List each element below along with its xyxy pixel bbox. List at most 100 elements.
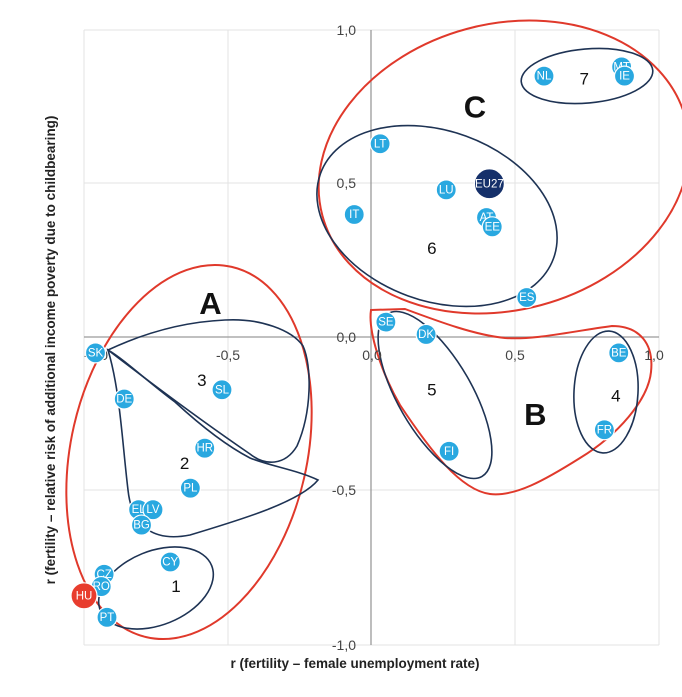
cluster-c-outline — [317, 19, 682, 315]
point-label: EE — [485, 221, 501, 233]
point-label: BE — [611, 347, 627, 359]
x-tick-label: 0,0 — [362, 347, 382, 363]
point-marker — [130, 514, 153, 536]
point-marker — [481, 216, 503, 238]
point-se: SE — [375, 311, 397, 333]
axes — [84, 30, 659, 645]
point-label: PL — [183, 483, 198, 495]
point-label: IT — [349, 209, 359, 221]
point-label: LU — [439, 184, 454, 196]
point-fr: FR — [593, 419, 615, 441]
group-3-outline — [106, 319, 310, 463]
cluster-b-outline — [369, 307, 653, 496]
point-marker — [84, 342, 107, 364]
point-lt: LT — [369, 133, 391, 155]
group-2-outline — [106, 348, 320, 538]
point-marker — [70, 582, 98, 610]
group-label-7: 7 — [580, 70, 589, 89]
point-label: NL — [537, 71, 552, 83]
point-el: EL — [128, 499, 150, 521]
point-marker — [516, 286, 538, 309]
point-marker — [375, 311, 397, 333]
point-marker — [113, 388, 135, 410]
point-sl: SL — [211, 379, 233, 401]
group-label-6: 6 — [427, 239, 436, 258]
group-7-outline — [520, 47, 654, 105]
point-label: SE — [378, 317, 394, 329]
point-it: IT — [343, 203, 365, 226]
point-pt: PT — [96, 606, 118, 628]
group-labels: 1 2 3 4 5 6 7 — [171, 70, 620, 596]
x-tick-label: 0,5 — [505, 347, 525, 363]
point-be: BE — [608, 342, 630, 364]
point-label: CY — [162, 556, 178, 568]
point-marker — [593, 419, 615, 441]
cluster-label-c: C — [464, 89, 486, 124]
point-marker — [438, 440, 460, 462]
point-de: DE — [113, 388, 135, 410]
point-marker — [343, 203, 365, 226]
y-tick-label: 0,5 — [337, 175, 357, 191]
point-marker — [473, 168, 505, 200]
x-axis-title: r (fertility – female unemployment rate) — [230, 656, 479, 671]
axis-titles: r (fertility – female unemployment rate)… — [43, 116, 480, 671]
point-label: EL — [132, 504, 147, 516]
point-marker — [415, 323, 437, 346]
cluster-labels: A B C — [199, 89, 546, 432]
point-label: SK — [88, 347, 104, 359]
y-tick-label: -1,0 — [332, 637, 356, 653]
cluster-regions — [65, 19, 682, 641]
point-marker — [96, 606, 118, 628]
point-label: HU — [76, 590, 93, 602]
point-marker — [211, 379, 233, 401]
point-label: LT — [374, 138, 387, 150]
point-eu27: EU27 — [473, 168, 505, 200]
group-label-5: 5 — [427, 380, 436, 399]
point-cy: CY — [159, 551, 181, 573]
point-nl: NL — [533, 65, 555, 87]
point-marker — [194, 437, 216, 459]
point-dk: DK — [415, 323, 437, 346]
point-marker — [613, 65, 636, 87]
point-label: EU27 — [475, 178, 504, 190]
cluster-label-b: B — [524, 397, 546, 432]
point-label: DE — [116, 394, 132, 406]
point-marker — [369, 133, 391, 155]
point-label: HR — [196, 443, 213, 455]
point-marker — [608, 342, 630, 364]
point-label: LV — [146, 504, 160, 516]
group-label-3: 3 — [197, 371, 206, 390]
point-label: DK — [418, 329, 434, 341]
point-label: RO — [93, 581, 110, 593]
data-points: NLMTIELTLUEU27ITATEEESSEDKBEFRFISKDESLHR… — [70, 56, 636, 628]
point-ee: EE — [481, 216, 503, 238]
point-label: FR — [597, 424, 612, 436]
group-label-1: 1 — [171, 577, 180, 596]
group-label-4: 4 — [611, 386, 620, 405]
point-fi: FI — [438, 440, 460, 462]
group-6-outline — [316, 124, 558, 308]
y-tick-label: 1,0 — [337, 22, 357, 38]
point-label: FI — [444, 446, 454, 458]
point-label: ES — [519, 292, 535, 304]
point-hr: HR — [194, 437, 216, 459]
point-marker — [533, 65, 555, 87]
point-pl: PL — [179, 477, 201, 499]
point-marker — [179, 477, 201, 499]
point-marker — [435, 179, 457, 201]
point-marker — [142, 499, 164, 521]
point-lu: LU — [435, 179, 457, 201]
y-tick-label: 0,0 — [337, 329, 357, 345]
x-tick-label: 1,0 — [644, 347, 664, 363]
point-label: PT — [100, 612, 115, 624]
y-tick-label: -0,5 — [332, 482, 356, 498]
point-marker — [159, 551, 181, 573]
point-label: IE — [619, 71, 630, 83]
point-ie: IE — [613, 65, 636, 87]
point-hu: HU — [70, 582, 98, 610]
point-label: BG — [133, 520, 150, 532]
point-es: ES — [516, 286, 538, 309]
group-label-2: 2 — [180, 454, 189, 473]
group-4-outline — [573, 330, 639, 454]
